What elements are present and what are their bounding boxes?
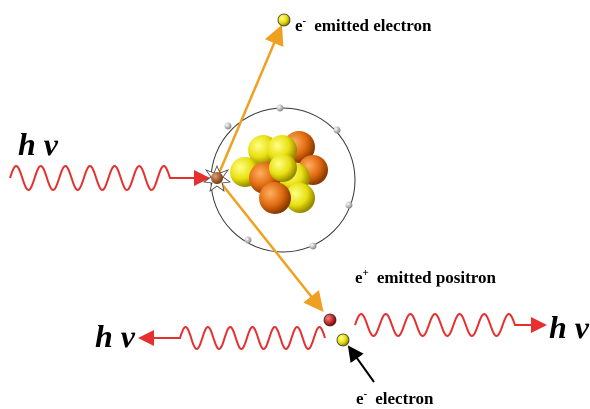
charge: - — [303, 15, 307, 27]
photon-wave — [355, 314, 545, 336]
electron — [337, 334, 349, 346]
photon-label: h ν — [549, 309, 590, 345]
atom-electron — [211, 172, 223, 184]
label-text: emitted electron — [314, 16, 432, 35]
particle-label: e+emitted positron — [355, 267, 497, 287]
particle-label: e-electron — [356, 388, 434, 408]
label-text: electron — [375, 389, 434, 408]
charge: - — [364, 388, 368, 400]
photon-wave — [140, 327, 325, 349]
emitted-electron — [278, 14, 290, 26]
charge: + — [363, 267, 369, 279]
particle-label: e-emitted electron — [295, 15, 432, 35]
electron-arrow — [349, 347, 374, 382]
photon-label: h ν — [18, 126, 59, 162]
positron — [324, 314, 336, 326]
photon-wave — [10, 166, 208, 190]
photon-label: h ν — [95, 318, 136, 354]
nucleus — [230, 131, 328, 214]
diagram: h ν h ν h ν e-emitted electron e+emitted… — [0, 0, 590, 409]
label-text: emitted positron — [377, 268, 497, 287]
